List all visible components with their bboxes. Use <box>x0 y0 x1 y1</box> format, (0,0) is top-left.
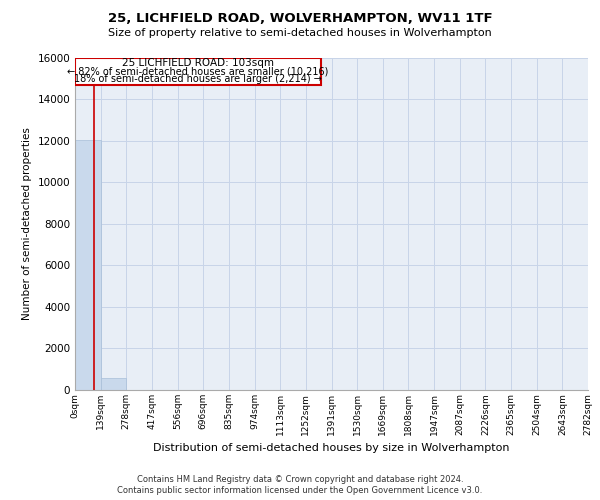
Text: 25 LICHFIELD ROAD: 103sqm: 25 LICHFIELD ROAD: 103sqm <box>122 58 274 68</box>
Bar <box>101 378 126 390</box>
Bar <box>75 140 101 390</box>
Text: 25, LICHFIELD ROAD, WOLVERHAMPTON, WV11 1TF: 25, LICHFIELD ROAD, WOLVERHAMPTON, WV11 … <box>107 12 493 26</box>
Text: ← 82% of semi-detached houses are smaller (10,216): ← 82% of semi-detached houses are smalle… <box>67 66 329 76</box>
Text: Size of property relative to semi-detached houses in Wolverhampton: Size of property relative to semi-detach… <box>108 28 492 38</box>
FancyBboxPatch shape <box>75 58 321 84</box>
Text: Contains HM Land Registry data © Crown copyright and database right 2024.: Contains HM Land Registry data © Crown c… <box>137 475 463 484</box>
X-axis label: Distribution of semi-detached houses by size in Wolverhampton: Distribution of semi-detached houses by … <box>153 443 510 453</box>
Text: 18% of semi-detached houses are larger (2,214) →: 18% of semi-detached houses are larger (… <box>74 74 322 84</box>
Y-axis label: Number of semi-detached properties: Number of semi-detached properties <box>22 128 32 320</box>
Text: Contains public sector information licensed under the Open Government Licence v3: Contains public sector information licen… <box>118 486 482 495</box>
